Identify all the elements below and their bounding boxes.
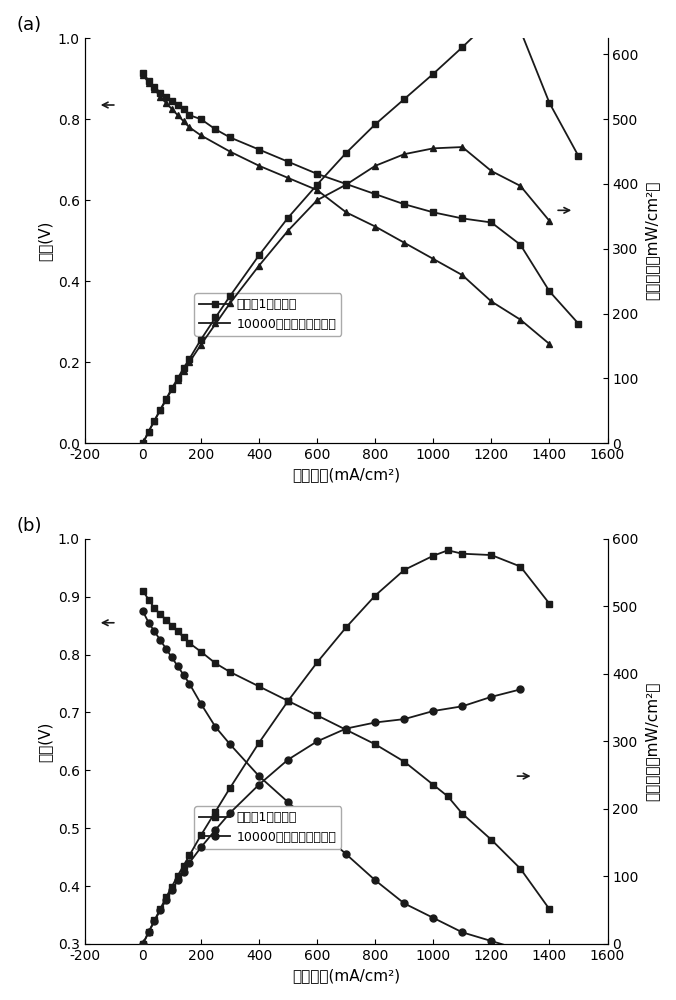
- Legend: 对比例1初始性能, 10000圈加速老化循环后: 对比例1初始性能, 10000圈加速老化循环后: [194, 806, 341, 849]
- Text: (b): (b): [17, 517, 43, 535]
- Y-axis label: 功率密度（mW/cm²）: 功率密度（mW/cm²）: [644, 682, 659, 801]
- Y-axis label: 功率密度（mW/cm²）: 功率密度（mW/cm²）: [644, 181, 659, 300]
- X-axis label: 电流密度(mA/cm²): 电流密度(mA/cm²): [292, 968, 400, 983]
- X-axis label: 电流密度(mA/cm²): 电流密度(mA/cm²): [292, 468, 400, 483]
- Y-axis label: 电压(V): 电压(V): [37, 221, 52, 261]
- Text: (a): (a): [17, 16, 42, 34]
- Y-axis label: 电压(V): 电压(V): [37, 721, 52, 762]
- Legend: 实施例1初始性能, 10000圈加速老化循环后: 实施例1初始性能, 10000圈加速老化循环后: [194, 293, 341, 336]
